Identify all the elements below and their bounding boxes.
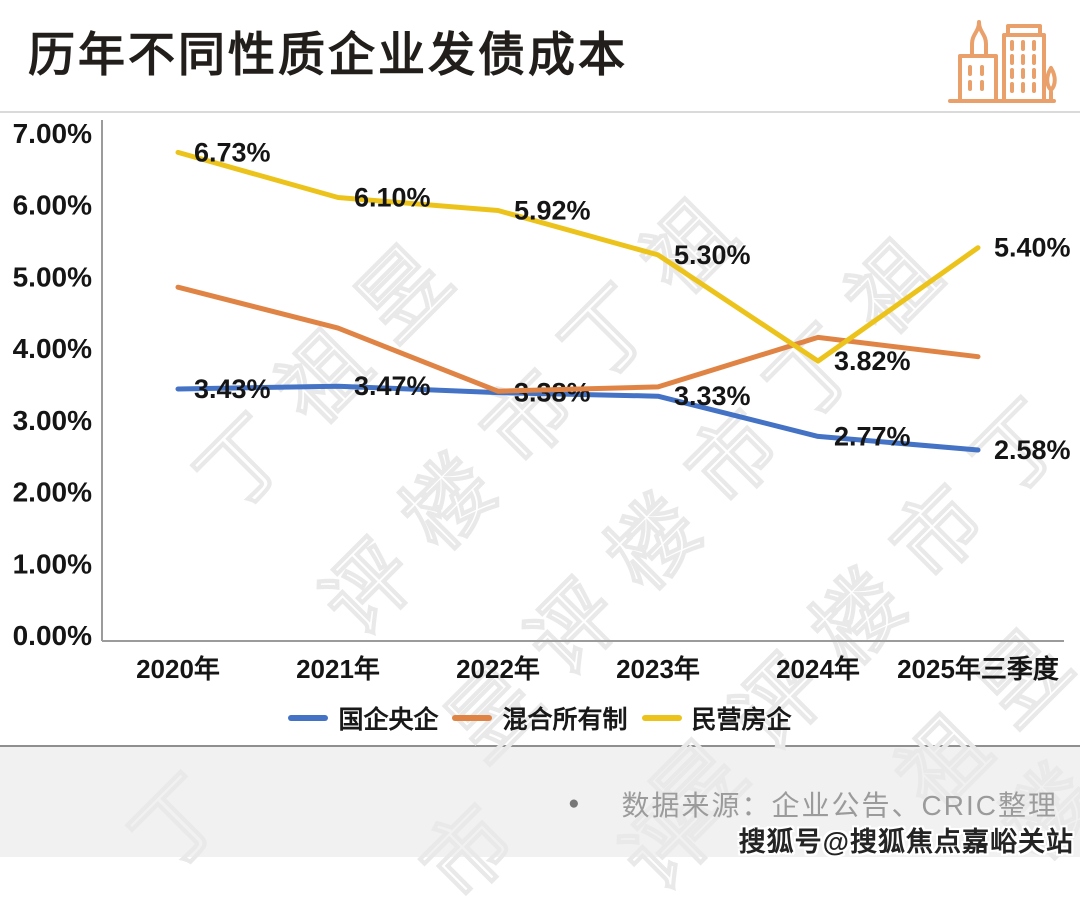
y-tick-label: 3.00% bbox=[13, 405, 92, 436]
legend-dash-icon bbox=[452, 715, 493, 721]
y-tick-label: 4.00% bbox=[13, 333, 92, 364]
data-label: 5.92% bbox=[514, 195, 591, 225]
header-divider bbox=[0, 111, 1080, 113]
data-label: 2.58% bbox=[994, 435, 1071, 465]
header: 历年不同性质企业发债成本 bbox=[0, 0, 1080, 111]
x-category-label: 2022年 bbox=[456, 654, 540, 684]
legend-item-混合所有制: 混合所有制 bbox=[452, 700, 628, 736]
data-label: 3.43% bbox=[194, 374, 271, 404]
bullet-icon: ● bbox=[568, 793, 580, 814]
page-title: 历年不同性质企业发债成本 bbox=[28, 28, 628, 81]
x-category-label: 2020年 bbox=[136, 654, 220, 684]
line-chart: 7.00% 6.00% 5.00% 4.00% 3.00% 2.00% 1.00% 0.00%… bbox=[13, 118, 1071, 684]
data-label: 2.77% bbox=[834, 421, 911, 451]
bottom-band bbox=[0, 745, 1080, 857]
legend-label: 国企央企 bbox=[338, 706, 439, 734]
x-category-label: 2021年 bbox=[296, 654, 380, 684]
data-label: 5.40% bbox=[994, 233, 1071, 263]
data-label: 5.30% bbox=[674, 240, 751, 270]
data-label: 3.47% bbox=[354, 371, 431, 401]
legend-dash-icon bbox=[641, 715, 682, 721]
y-tick-label: 6.00% bbox=[13, 190, 92, 221]
data-label: 3.82% bbox=[834, 346, 911, 376]
x-category-label: 2023年 bbox=[616, 654, 700, 684]
source-row: ● 数据来源：企业公告、CRIC整理 bbox=[568, 784, 1058, 824]
series-line-国企央企 bbox=[175, 383, 981, 453]
y-tick-label: 1.00% bbox=[13, 548, 92, 579]
y-tick-label: 0.00% bbox=[13, 620, 92, 651]
sohu-account-watermark: 搜狐号@搜狐焦点嘉峪关站 bbox=[738, 827, 1074, 857]
y-tick-label: 5.00% bbox=[13, 261, 92, 292]
x-category-label: 2025年三季度 bbox=[897, 654, 1059, 684]
data-label: 6.73% bbox=[194, 137, 271, 167]
legend-label: 民营房企 bbox=[691, 706, 792, 734]
y-tick-label: 2.00% bbox=[13, 477, 92, 508]
city-buildings-icon bbox=[948, 20, 1057, 103]
legend-label: 混合所有制 bbox=[502, 706, 628, 734]
data-label: 3.33% bbox=[674, 381, 751, 411]
chart-legend: 国企央企 混合所有制 民营房企 bbox=[0, 701, 1080, 735]
data-source-text: 数据来源：企业公告、CRIC整理 bbox=[621, 790, 1058, 821]
x-category-label: 2024年 bbox=[776, 654, 860, 684]
y-tick-label: 7.00% bbox=[13, 118, 92, 149]
data-label: 6.10% bbox=[354, 183, 431, 213]
series-line-民营房企 bbox=[175, 149, 981, 364]
legend-item-国企央企: 国企央企 bbox=[288, 700, 438, 736]
legend-dash-icon bbox=[288, 715, 329, 721]
legend-item-民营房企: 民营房企 bbox=[641, 700, 792, 736]
